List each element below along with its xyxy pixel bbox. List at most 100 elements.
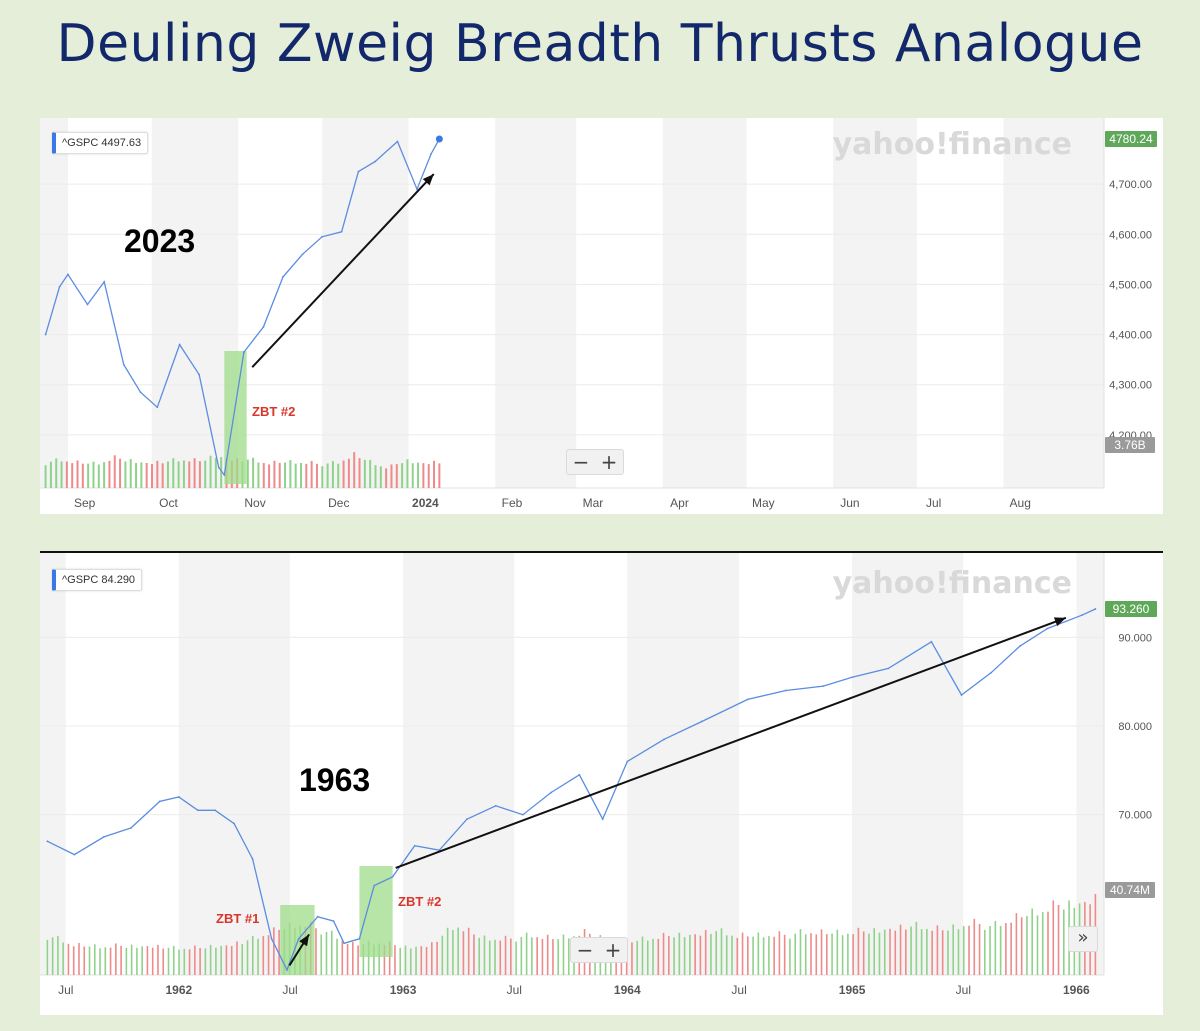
price-point	[663, 738, 666, 741]
volume-bar	[136, 947, 138, 975]
volume-bar	[862, 931, 865, 975]
volume-bar	[294, 463, 297, 488]
ticker-badge[interactable]: ^GSPC 4497.63	[52, 132, 149, 154]
volume-bar	[394, 945, 396, 975]
price-point	[217, 466, 220, 469]
volume-bar	[436, 941, 438, 975]
volume-bar	[968, 925, 970, 975]
volume-bar	[926, 928, 928, 975]
volume-bar	[257, 938, 259, 975]
trend-arrow	[395, 616, 1067, 869]
price-point	[301, 253, 304, 256]
price-point	[316, 915, 319, 918]
period-band	[151, 118, 239, 488]
zoom-out-button[interactable]: −	[576, 938, 594, 962]
x-tick-label: Dec	[328, 496, 349, 510]
volume-bar	[278, 462, 281, 488]
price-point	[102, 835, 105, 838]
volume-bar	[325, 932, 328, 975]
volume-bar	[789, 938, 791, 975]
scroll-forward-icon[interactable]: »	[1068, 926, 1098, 952]
volume-bar	[557, 939, 560, 975]
volume-bar	[331, 461, 334, 488]
volume-bar	[715, 931, 718, 975]
chart-2023[interactable]: 4,700.00 4,600.00 4,500.00 4,400.00 4,300.00…	[40, 118, 1163, 514]
price-point	[521, 813, 524, 816]
ticker-value: 4497.63	[101, 137, 142, 149]
price-point	[122, 363, 125, 366]
y-tick-label: 90.000	[1118, 632, 1152, 644]
volume-bar	[404, 945, 407, 975]
volume-bar	[515, 941, 517, 975]
price-point	[86, 303, 89, 306]
zbt-label: ZBT #2	[252, 404, 295, 419]
volume-bar	[815, 934, 818, 975]
chart-1963[interactable]: 90.000 80.000 70.000 yahoo!finance ZBT #1 ZBT…	[40, 553, 1163, 1015]
volume-bar	[952, 924, 955, 975]
volume-bar	[841, 935, 844, 975]
volume-bar	[320, 934, 323, 975]
price-point	[358, 937, 361, 940]
volume-bar	[125, 947, 128, 975]
volume-label: 3.76B	[1114, 438, 1145, 452]
chart-panel-2023[interactable]: 4,700.00 4,600.00 4,500.00 4,400.00 4,300.00…	[40, 118, 1163, 514]
volume-bar	[562, 934, 565, 975]
volume-bar	[411, 463, 414, 488]
volume-bar	[652, 938, 654, 975]
price-point	[413, 844, 416, 847]
volume-bar	[161, 463, 164, 488]
volume-bar	[831, 933, 833, 975]
x-tick-label: 1963	[390, 983, 417, 997]
volume-bar	[836, 929, 839, 975]
volume-bar	[341, 940, 344, 975]
x-tick-label: Mar	[583, 496, 604, 510]
volume-bar	[337, 463, 340, 488]
zoom-out-button[interactable]: −	[572, 450, 590, 474]
trend-arrow-head	[1053, 617, 1066, 627]
price-point	[494, 804, 497, 807]
volume-bar	[198, 461, 201, 488]
price-point	[391, 875, 394, 878]
price-point	[990, 671, 992, 674]
volume-bar	[151, 464, 154, 488]
zoom-control[interactable]: − +	[566, 449, 624, 475]
price-point	[156, 406, 159, 409]
price-point	[466, 818, 468, 821]
volume-bar	[204, 460, 207, 488]
volume-bar	[321, 466, 324, 488]
price-point	[960, 694, 963, 696]
volume-bar	[778, 931, 781, 975]
volume-bar	[552, 939, 554, 975]
price-point	[396, 140, 399, 143]
volume-bar	[510, 938, 512, 975]
ticker-symbol: ^GSPC	[62, 137, 99, 149]
volume-bar	[694, 934, 696, 975]
volume-bar	[305, 463, 308, 488]
price-point	[297, 937, 300, 940]
zoom-in-button[interactable]: +	[600, 450, 618, 474]
volume-bar	[113, 455, 116, 488]
zoom-control[interactable]: − +	[570, 937, 628, 963]
volume-bar	[957, 929, 960, 975]
volume-bar	[108, 460, 111, 488]
volume-bar	[1063, 909, 1065, 975]
volume-bar	[367, 940, 370, 975]
volume-bar	[646, 940, 649, 975]
price-point	[103, 281, 106, 283]
chart-panel-1963[interactable]: 90.000 80.000 70.000 yahoo!finance ZBT #1 ZBT…	[40, 551, 1163, 1015]
volume-bar	[78, 942, 80, 975]
zoom-in-button[interactable]: +	[604, 938, 622, 962]
volume-bar	[120, 945, 122, 975]
price-point	[1094, 608, 1097, 610]
volume-bar	[183, 948, 186, 975]
period-band	[1003, 118, 1104, 488]
volume-bar	[683, 937, 686, 975]
volume-bar	[236, 941, 238, 975]
ticker-badge[interactable]: ^GSPC 84.290	[52, 569, 143, 591]
trend-arrow-head	[422, 174, 434, 186]
volume-bar	[467, 927, 470, 975]
y-tick-label: 4,400.00	[1109, 330, 1152, 342]
volume-bar	[1005, 923, 1007, 975]
price-point	[1046, 627, 1049, 630]
volume-bar	[762, 937, 765, 975]
